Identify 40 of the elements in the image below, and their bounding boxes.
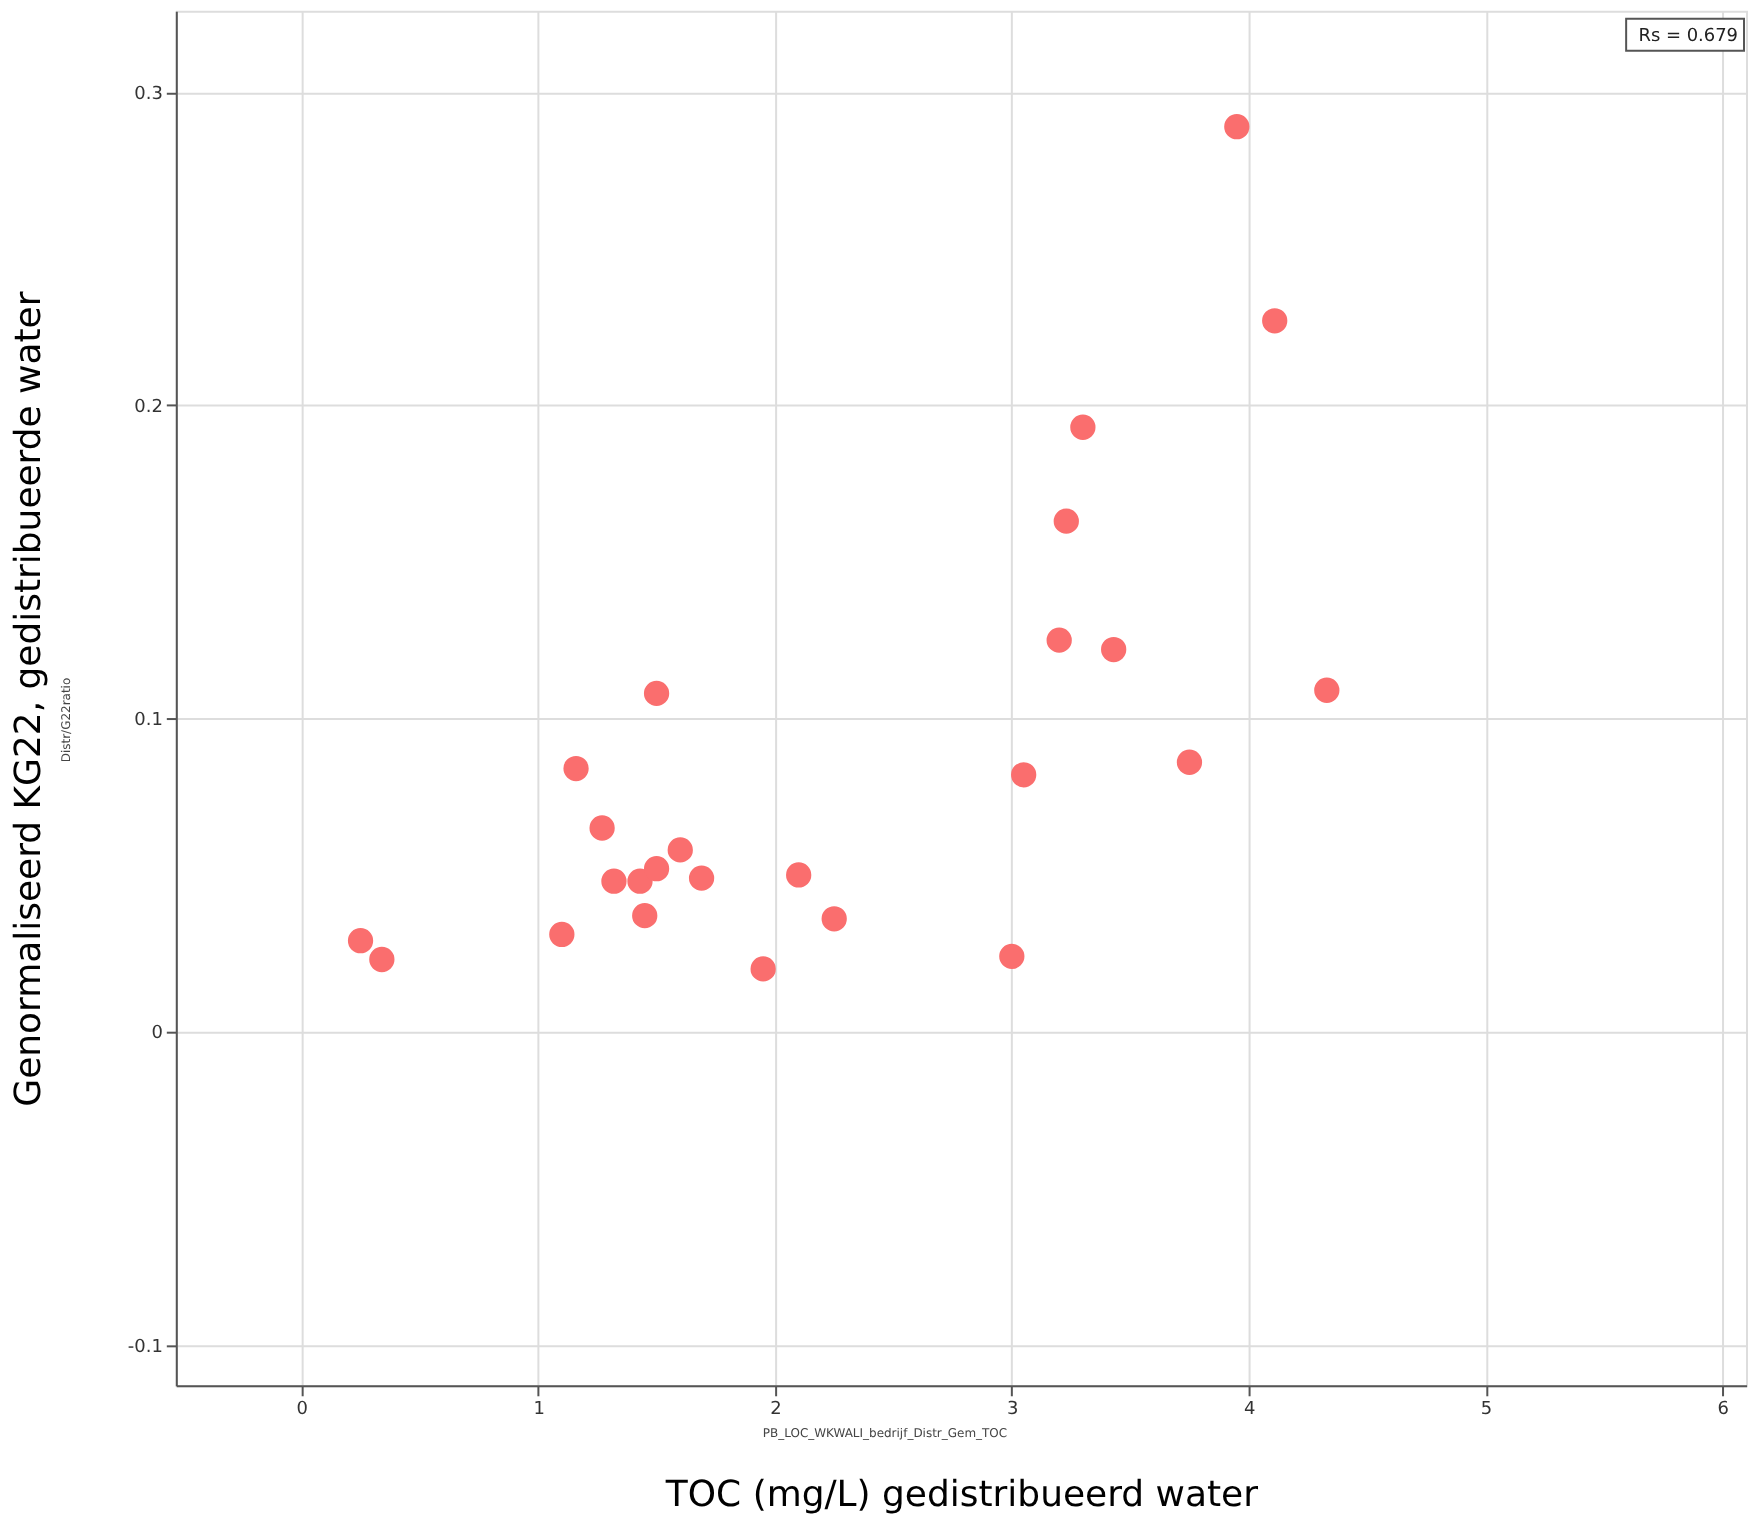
point: [688, 865, 715, 891]
y-tick-label: 0.3: [134, 85, 163, 106]
point: [632, 903, 658, 929]
point: [601, 868, 627, 894]
x-tick-label: 1: [533, 1400, 545, 1421]
point: [1070, 414, 1096, 440]
point: [643, 680, 670, 706]
x-tick-label: 3: [1007, 1400, 1019, 1421]
y-tick-label: 0.2: [134, 398, 163, 419]
x-tick-label: 4: [1243, 1400, 1256, 1421]
point: [347, 928, 374, 954]
point: [999, 943, 1025, 969]
point: [1046, 627, 1072, 653]
y-tick-label: -0.1: [127, 1337, 163, 1358]
y-axis-title: Genormaliseerd KG22, gedistribueerde water: [7, 290, 50, 1107]
x-tick-label: 6: [1717, 1400, 1730, 1421]
y-tick-label: 0.1: [134, 711, 163, 732]
x-tick-label: 5: [1480, 1400, 1493, 1421]
y-tick-label: 0: [151, 1024, 164, 1045]
point: [549, 921, 575, 948]
annotation: Rs = 0.679: [1638, 26, 1739, 47]
point: [1224, 114, 1250, 140]
point: [1176, 749, 1203, 775]
point: [643, 856, 670, 882]
point: [589, 815, 615, 841]
x-tick-label: 0: [296, 1400, 309, 1421]
point: [1053, 508, 1079, 534]
point: [1101, 636, 1127, 663]
point: [1314, 677, 1340, 703]
point: [627, 868, 653, 894]
point: [1262, 308, 1288, 334]
point: [786, 862, 812, 888]
point: [750, 956, 776, 982]
point: [821, 906, 847, 932]
x-axis-title: TOC (mg/L) gedistribueerd water: [663, 1474, 1260, 1517]
point: [1011, 762, 1037, 788]
point: [563, 755, 589, 782]
x-tick-label: 2: [770, 1400, 782, 1421]
point: [369, 946, 395, 973]
point: [667, 837, 693, 863]
